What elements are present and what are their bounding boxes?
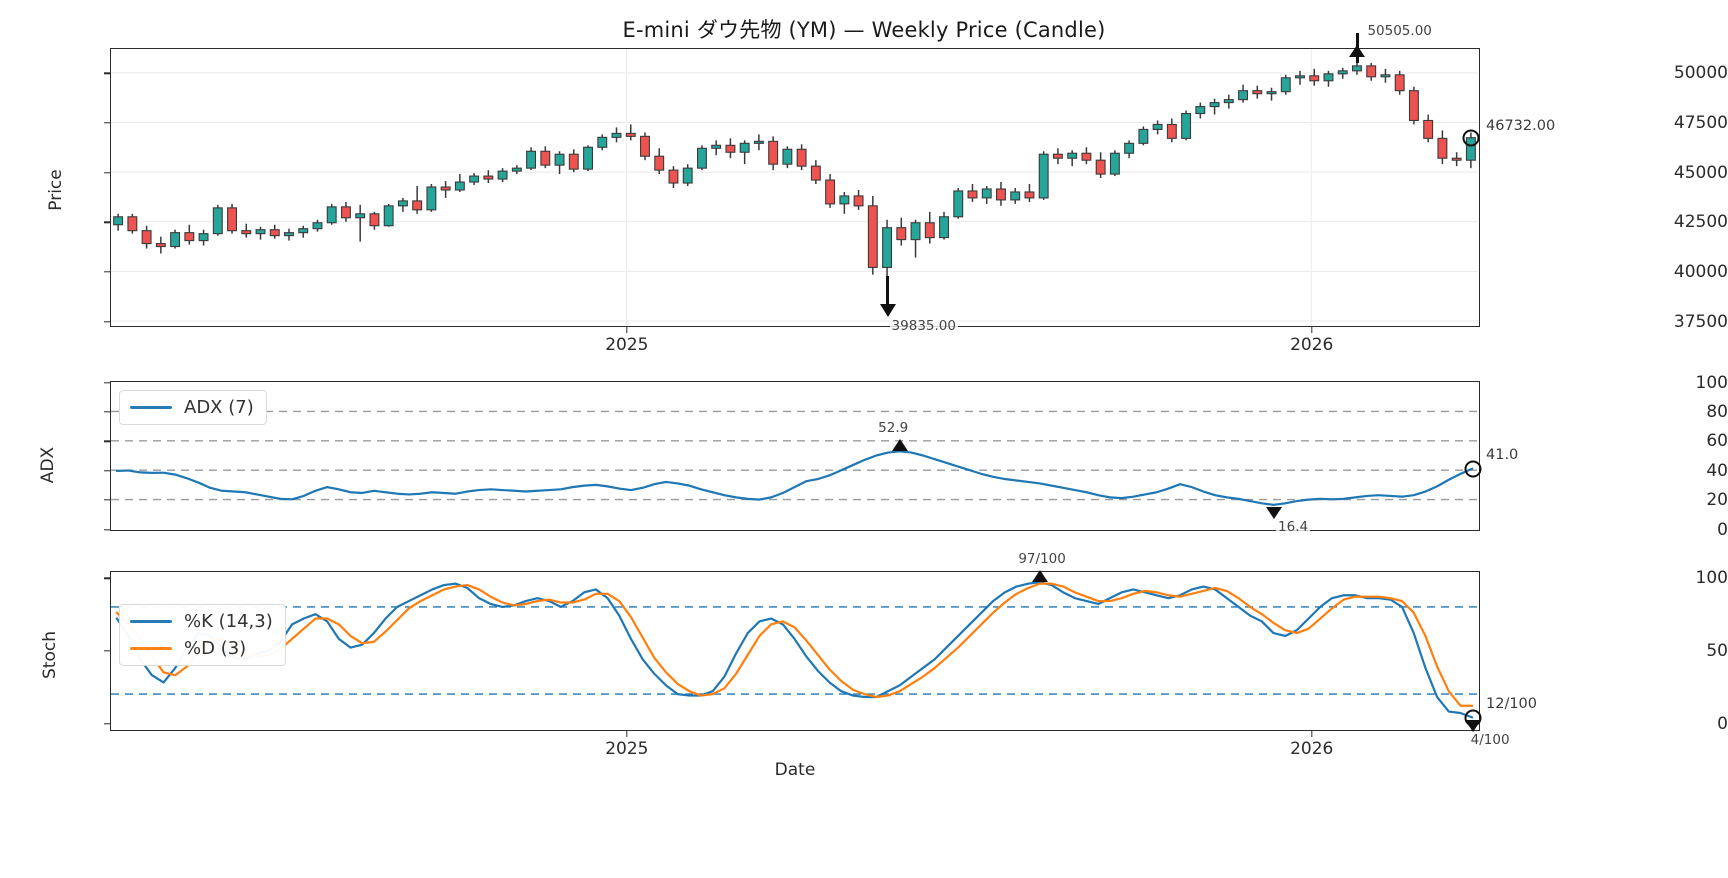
stoch-last-marker	[1464, 709, 1482, 727]
legend-row-k: %K (14,3)	[130, 611, 273, 632]
y-tick-label: 40	[1706, 460, 1728, 481]
adx-legend: ADX (7)	[119, 390, 267, 425]
y-tick-mark	[104, 72, 110, 75]
legend-row-adx: ADX (7)	[130, 397, 254, 418]
adx-panel: ADX (7)	[110, 381, 1480, 531]
adx-last-label: 41.0	[1486, 447, 1519, 464]
y-tick-mark	[104, 650, 110, 652]
y-tick-label: 50000	[1673, 63, 1728, 84]
y-tick-mark	[104, 528, 110, 531]
y-tick-mark	[104, 499, 110, 501]
y-tick-label: 100	[1695, 372, 1728, 393]
price-max-label: 50505.00	[1365, 23, 1434, 40]
x-tick-mark	[626, 327, 628, 333]
legend-row-d: %D (3)	[130, 638, 273, 659]
stoch-panel: %K (14,3) %D (3)	[110, 571, 1480, 731]
x-tick-label: 2025	[605, 739, 649, 759]
x-tick-label: 2026	[1290, 739, 1334, 759]
x-tick-mark	[626, 731, 628, 737]
y-tick-mark	[104, 221, 110, 223]
price-panel	[110, 48, 1480, 327]
y-tick-mark	[104, 320, 110, 323]
price-min-marker-stem	[886, 275, 889, 304]
y-tick-mark	[104, 411, 110, 413]
stoch-min-label: 4/100	[1468, 731, 1512, 748]
y-tick-mark	[104, 469, 110, 472]
y-tick-mark	[104, 122, 110, 124]
x-tick-mark	[1311, 731, 1313, 737]
y-tick-mark	[104, 171, 110, 174]
y-tick-label: 0	[1717, 713, 1728, 734]
y-tick-label: 47500	[1673, 112, 1728, 133]
y-tick-mark	[104, 271, 110, 273]
stoch-y-axis-label: Stoch	[40, 631, 60, 679]
y-tick-mark	[104, 381, 110, 384]
adx-min-label: 16.4	[1276, 519, 1311, 536]
chart-title: E-mini ダウ先物 (YM) — Weekly Price (Candle)	[622, 18, 1106, 42]
adx-legend-label: ADX (7)	[184, 397, 254, 418]
x-tick-label: 2026	[1290, 335, 1334, 355]
x-tick-mark	[1311, 327, 1313, 333]
x-tick-label: 2025	[605, 335, 649, 355]
stoch-max-marker	[1032, 569, 1049, 582]
price-max-marker	[1349, 45, 1366, 58]
stoch-last-label: 12/100	[1486, 695, 1538, 712]
price-y-axis-label: Price	[46, 169, 66, 211]
y-tick-label: 0	[1717, 519, 1728, 540]
adx-min-marker	[1266, 507, 1283, 520]
adx-y-axis-label: ADX	[38, 446, 58, 484]
y-tick-label: 42500	[1673, 212, 1728, 233]
adx-last-marker	[1464, 460, 1482, 478]
price-last-marker	[1462, 129, 1480, 147]
d-legend-label: %D (3)	[184, 638, 247, 659]
y-tick-label: 40000	[1673, 261, 1728, 282]
price-min-label: 39835.00	[889, 317, 958, 334]
y-tick-label: 60	[1706, 431, 1728, 452]
x-axis-label: Date	[774, 760, 816, 780]
adx-max-label: 52.9	[876, 419, 911, 436]
adx-max-marker	[892, 438, 909, 451]
stoch-max-label: 97/100	[1016, 550, 1068, 567]
y-tick-label: 45000	[1673, 162, 1728, 183]
y-tick-label: 37500	[1673, 311, 1728, 332]
y-tick-mark	[104, 440, 110, 442]
y-tick-label: 50	[1706, 641, 1728, 661]
y-tick-mark	[104, 577, 110, 580]
price-min-marker	[879, 303, 896, 317]
stoch-legend: %K (14,3) %D (3)	[119, 604, 286, 666]
y-tick-label: 100	[1695, 568, 1728, 589]
y-tick-mark	[104, 722, 110, 725]
price-last-label: 46732.00	[1486, 118, 1556, 135]
k-legend-label: %K (14,3)	[184, 611, 273, 632]
adx-legend-swatch	[130, 405, 172, 410]
y-tick-label: 20	[1706, 490, 1728, 511]
y-tick-label: 80	[1706, 401, 1728, 422]
d-legend-swatch	[130, 646, 172, 651]
k-legend-swatch	[130, 619, 172, 624]
